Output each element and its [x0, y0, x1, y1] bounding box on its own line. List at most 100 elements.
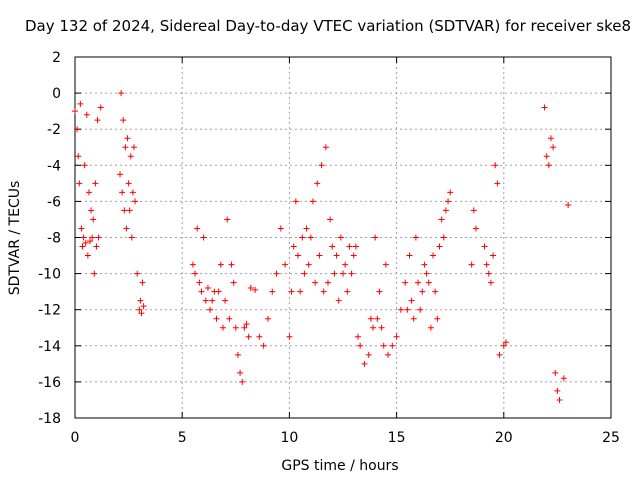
data-point [348, 270, 355, 277]
data-point [204, 285, 211, 292]
data-point [485, 270, 492, 277]
data-point [314, 180, 321, 187]
data-point [124, 135, 131, 142]
data-point [382, 261, 389, 268]
data-point [273, 270, 280, 277]
data-point [123, 225, 130, 232]
x-axis-label: GPS time / hours [281, 458, 398, 474]
data-point [297, 288, 304, 295]
data-point [472, 225, 479, 232]
data-point [303, 225, 310, 232]
y-axis-label: SDTVAR / TECUs [7, 181, 23, 296]
data-point [374, 315, 381, 322]
data-point [140, 303, 147, 310]
data-point [215, 288, 222, 295]
y-tick-label: -16 [38, 375, 61, 391]
data-point [370, 324, 377, 331]
y-tick-label: -6 [47, 194, 61, 210]
data-point [327, 216, 334, 223]
data-point [421, 261, 428, 268]
data-point [94, 117, 101, 124]
y-tick-labels: 2 0 -2 -4 -6 -8 -10 -12 -14 -16 -18 [38, 50, 61, 427]
data-point [288, 288, 295, 295]
data-point [241, 324, 248, 331]
data-point [80, 234, 87, 241]
data-point [88, 207, 95, 214]
data-point [93, 243, 100, 250]
y-tick-label: -18 [38, 411, 61, 427]
data-point [239, 378, 246, 385]
data-point [350, 252, 357, 259]
data-point [468, 261, 475, 268]
x-tick-label: 0 [71, 430, 80, 446]
data-point [419, 288, 426, 295]
data-point [305, 261, 312, 268]
data-point [425, 279, 432, 286]
data-point [500, 342, 507, 349]
data-point [556, 396, 563, 403]
data-point [299, 234, 306, 241]
data-point [264, 315, 271, 322]
data-point [445, 198, 452, 205]
data-point [447, 189, 454, 196]
x-tick-label: 15 [388, 430, 406, 446]
data-point [487, 279, 494, 286]
data-point [292, 198, 299, 205]
data-point [282, 261, 289, 268]
data-point [189, 261, 196, 268]
data-point [219, 324, 226, 331]
data-point [217, 261, 224, 268]
data-point [91, 270, 98, 277]
data-point [412, 234, 419, 241]
data-point [122, 144, 129, 151]
data-point [74, 126, 81, 133]
data-point [222, 297, 229, 304]
y-tick-label: -8 [47, 231, 61, 247]
data-point [547, 135, 554, 142]
data-point [83, 111, 90, 118]
data-point [77, 100, 84, 107]
data-point [342, 261, 349, 268]
data-point [361, 360, 368, 367]
data-point [226, 315, 233, 322]
data-point [389, 342, 396, 349]
data-point [76, 180, 83, 187]
data-point [415, 279, 422, 286]
data-point [130, 144, 137, 151]
data-point [365, 351, 372, 358]
data-point [81, 162, 88, 169]
data-point [117, 171, 124, 178]
data-point [404, 306, 411, 313]
data-point [543, 153, 550, 160]
data-point [427, 324, 434, 331]
data-point [89, 234, 96, 241]
data-point [307, 234, 314, 241]
data-point [380, 342, 387, 349]
data-point [79, 243, 86, 250]
data-point [417, 306, 424, 313]
data-point [470, 207, 477, 214]
data-point [408, 297, 415, 304]
y-tick-label: 2 [52, 50, 61, 66]
data-point [202, 297, 209, 304]
data-point [138, 310, 145, 317]
data-point [72, 108, 78, 115]
data-point [312, 279, 319, 286]
data-point [294, 252, 301, 259]
data-point [85, 189, 92, 196]
data-point [406, 252, 413, 259]
data-point [550, 144, 557, 151]
data-point [376, 288, 383, 295]
data-point [134, 270, 141, 277]
data-point [545, 162, 552, 169]
data-point [560, 375, 567, 382]
data-point [132, 198, 139, 205]
data-point [125, 180, 132, 187]
data-point [78, 225, 85, 232]
data-point [430, 252, 437, 259]
y-tick-label: -14 [38, 339, 61, 355]
data-point [194, 225, 201, 232]
data-point [269, 288, 276, 295]
data-point [494, 180, 501, 187]
data-point [410, 315, 417, 322]
